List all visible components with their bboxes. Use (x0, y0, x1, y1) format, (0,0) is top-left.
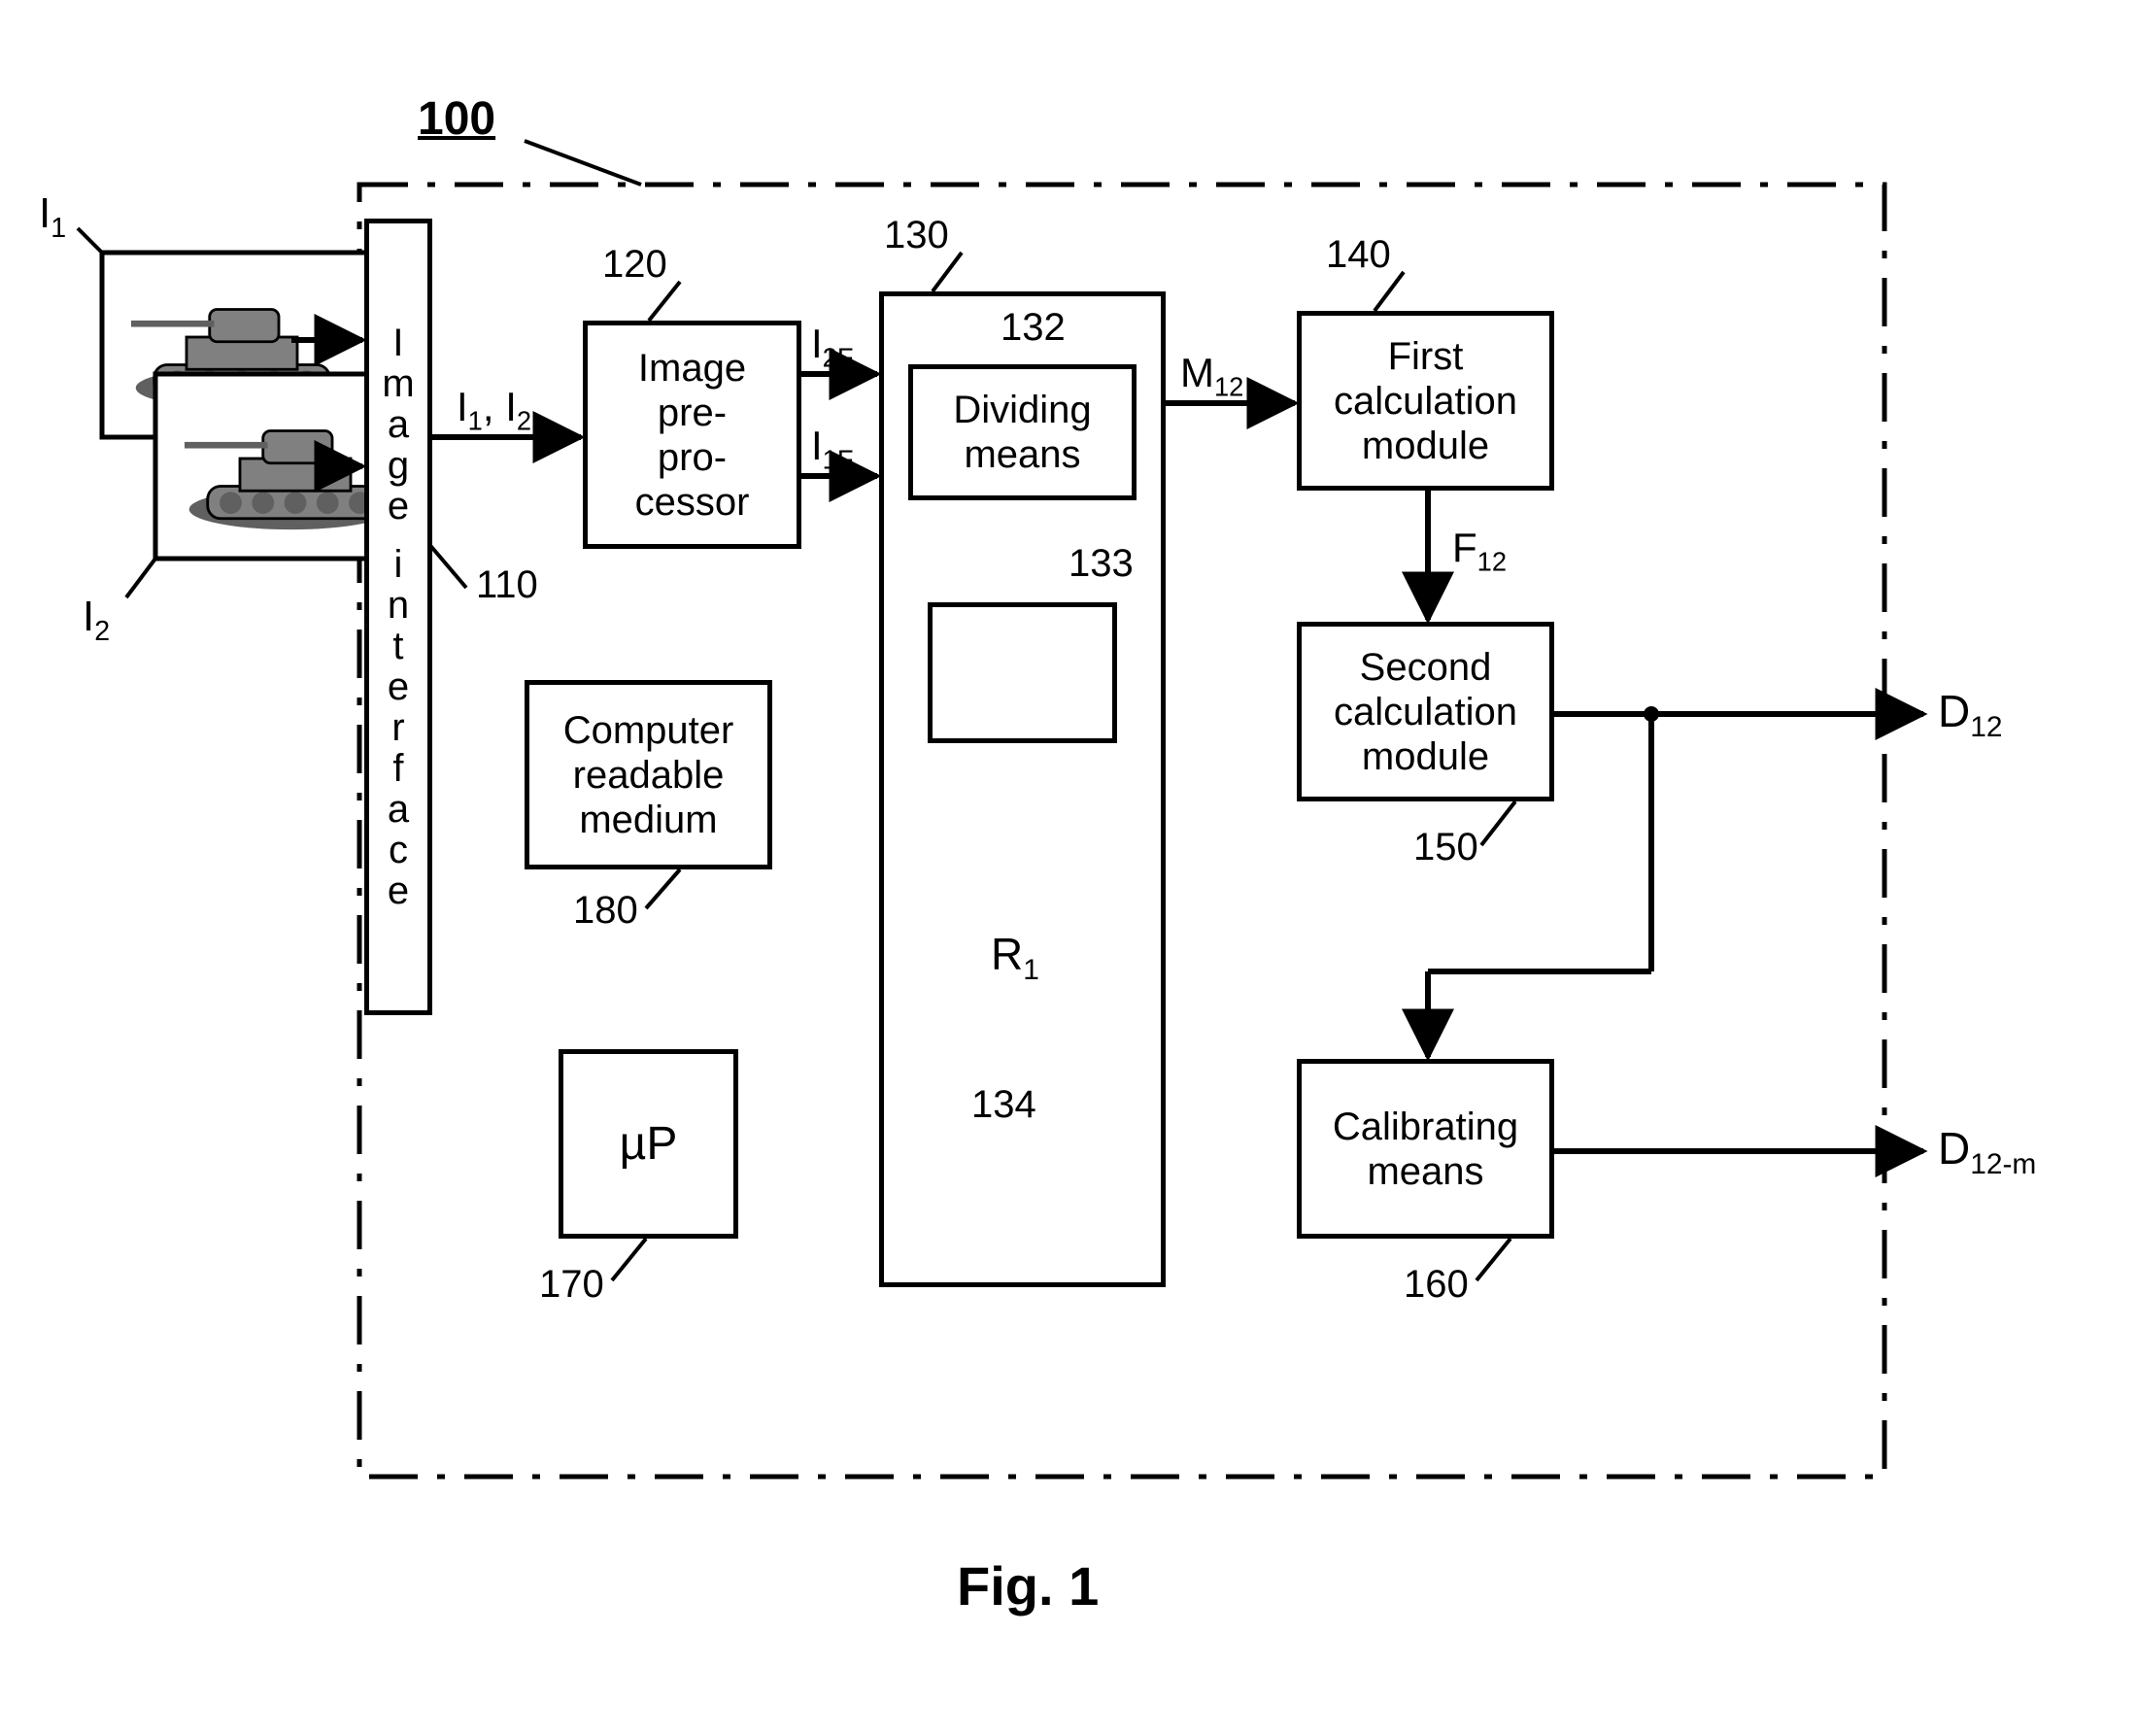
signal-d12: D12 (1938, 685, 2002, 744)
ref-132: 132 (1001, 306, 1066, 350)
block-preprocessor: Image pre- pro- cessor (583, 321, 801, 549)
signal-f12: F12 (1452, 525, 1507, 577)
figure-caption: Fig. 1 (957, 1554, 1099, 1617)
ref-150: 150 (1413, 826, 1478, 869)
ref-100: 100 (418, 92, 495, 146)
block-nn (928, 602, 1117, 743)
block-second-calc: Second calculation module (1297, 622, 1554, 801)
label-i1: I1 (39, 189, 66, 245)
label-i2: I2 (83, 593, 110, 648)
ref-134: 134 (971, 1083, 1036, 1127)
ref-110: 110 (476, 563, 538, 607)
ref-120: 120 (602, 243, 667, 287)
figure-canvas: 100 I1 I2 I m a g e i n t e r f a c e 11… (0, 0, 2138, 1736)
ref-170: 170 (539, 1263, 604, 1307)
ref-180: 180 (573, 889, 638, 933)
signal-d12m: D12-m (1938, 1122, 2036, 1181)
block-calibrating-means: Calibrating means (1297, 1059, 1554, 1239)
block-first-calc: First calculation module (1297, 311, 1554, 491)
ref-160: 160 (1404, 1263, 1469, 1307)
ref-140: 140 (1326, 233, 1391, 277)
block-medium: Computer readable medium (525, 680, 772, 869)
signal-i1i2: I1, I2 (457, 384, 531, 436)
block-image-interface: I m a g e i n t e r f a c e (364, 219, 432, 1015)
block-dividing-means: Dividing means (908, 364, 1137, 500)
ref-130: 130 (884, 214, 949, 257)
signal-i1f: I1F (811, 423, 854, 475)
signal-i2f: I2F (811, 321, 854, 373)
ref-133: 133 (1069, 542, 1134, 586)
datastore-label: R1 (991, 928, 1039, 987)
input-image-1 (102, 253, 369, 437)
interface-text: I m a g e i n t e r f a c e (382, 323, 414, 911)
block-cpu: µP (559, 1049, 738, 1239)
signal-m12: M12 (1180, 350, 1243, 402)
